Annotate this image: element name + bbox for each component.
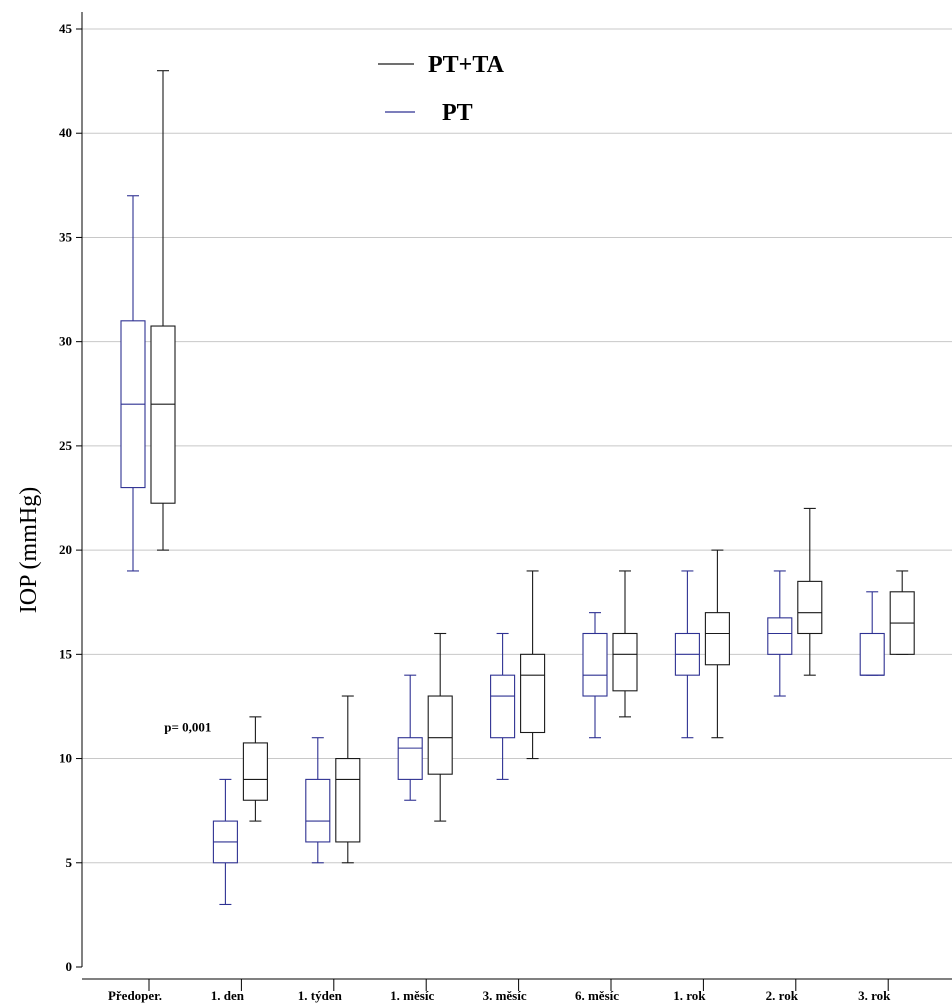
box-pt-ta-predoper-iqr	[150, 325, 176, 504]
x-tick-label-1-rok: 1. rok	[673, 988, 706, 1003]
box-pt-ta-1-den	[242, 716, 268, 822]
box-pt-3-rok-iqr	[859, 632, 885, 676]
y-tick-label-0: 0	[66, 959, 73, 974]
box-pt-ta-1-tyden	[335, 695, 361, 864]
axes: 0 5 10 15 20 25 30 35 40 45 Předoper. 1. den 1. týde…	[59, 12, 952, 1003]
box-pt-1-rok	[674, 570, 700, 739]
x-tick-label-6-mesic: 6. měsíc	[575, 988, 619, 1003]
box-pt-1-mesic-iqr	[397, 737, 423, 780]
box-pt-1-tyden	[305, 737, 331, 864]
x-tick-label-2-rok: 2. rok	[766, 988, 799, 1003]
legend-label-pt: PT	[442, 100, 473, 126]
box-pt-3-rok	[859, 591, 885, 676]
x-tick-label-3-mesic: 3. měsíc	[483, 988, 527, 1003]
y-tick-label-30: 30	[59, 334, 72, 349]
box-pt-3-mesic-iqr	[490, 674, 516, 739]
box-pt-6-mesic	[582, 612, 608, 739]
box-pt-ta-1-den-iqr	[242, 742, 268, 801]
y-tick-label-40: 40	[59, 125, 72, 140]
x-tick-label-predoper: Předoper.	[108, 988, 162, 1003]
box-pt-ta-2-rok-iqr	[797, 580, 823, 635]
box-pt-ta-1-mesic-iqr	[427, 695, 453, 775]
box-pt-ta-predoper	[150, 70, 176, 551]
box-pt-ta-3-rok	[889, 570, 915, 655]
box-pt-1-tyden-iqr	[305, 778, 331, 843]
y-axis-label: IOP (mmHg)	[16, 487, 42, 613]
x-tick-label-3-rok: 3. rok	[858, 988, 891, 1003]
box-pt-ta-2-rok	[797, 507, 823, 676]
box-pt-ta-1-tyden-iqr	[335, 758, 361, 843]
x-tick-label-1-tyden: 1. týden	[298, 988, 343, 1003]
annotation-p-value: p= 0,001	[164, 719, 211, 734]
box-plots	[120, 70, 915, 906]
y-tick-label-35: 35	[59, 229, 73, 244]
y-tick-label-45: 45	[59, 21, 73, 36]
legend-label-pt-ta: PT+TA	[428, 52, 505, 78]
box-pt-predoper	[120, 195, 146, 572]
box-pt-ta-3-mesic-iqr	[520, 653, 546, 734]
y-tick-label-15: 15	[59, 646, 73, 661]
y-tick-label-25: 25	[59, 438, 73, 453]
legend: PT+TA PT	[378, 52, 505, 126]
box-pt-ta-1-mesic	[427, 632, 453, 822]
box-pt-2-rok-iqr	[767, 617, 793, 655]
box-pt-1-den	[212, 778, 238, 906]
grid	[82, 28, 952, 864]
x-tick-label-1-mesic: 1. měsíc	[390, 988, 434, 1003]
box-pt-6-mesic-iqr	[582, 632, 608, 697]
y-tick-label-5: 5	[66, 855, 73, 870]
box-pt-ta-1-rok-iqr	[704, 612, 730, 666]
y-tick-label-20: 20	[59, 542, 72, 557]
y-tick-label-10: 10	[59, 751, 72, 766]
box-pt-ta-6-mesic	[612, 570, 638, 718]
box-pt-ta-3-mesic	[520, 570, 546, 760]
box-pt-1-mesic	[397, 674, 423, 801]
x-tick-label-1-den: 1. den	[211, 988, 245, 1003]
box-pt-ta-1-rok	[704, 549, 730, 739]
box-pt-ta-6-mesic-iqr	[612, 632, 638, 692]
annotations: p= 0,001	[164, 719, 211, 734]
box-pt-2-rok	[767, 570, 793, 697]
box-pt-3-mesic	[490, 632, 516, 780]
